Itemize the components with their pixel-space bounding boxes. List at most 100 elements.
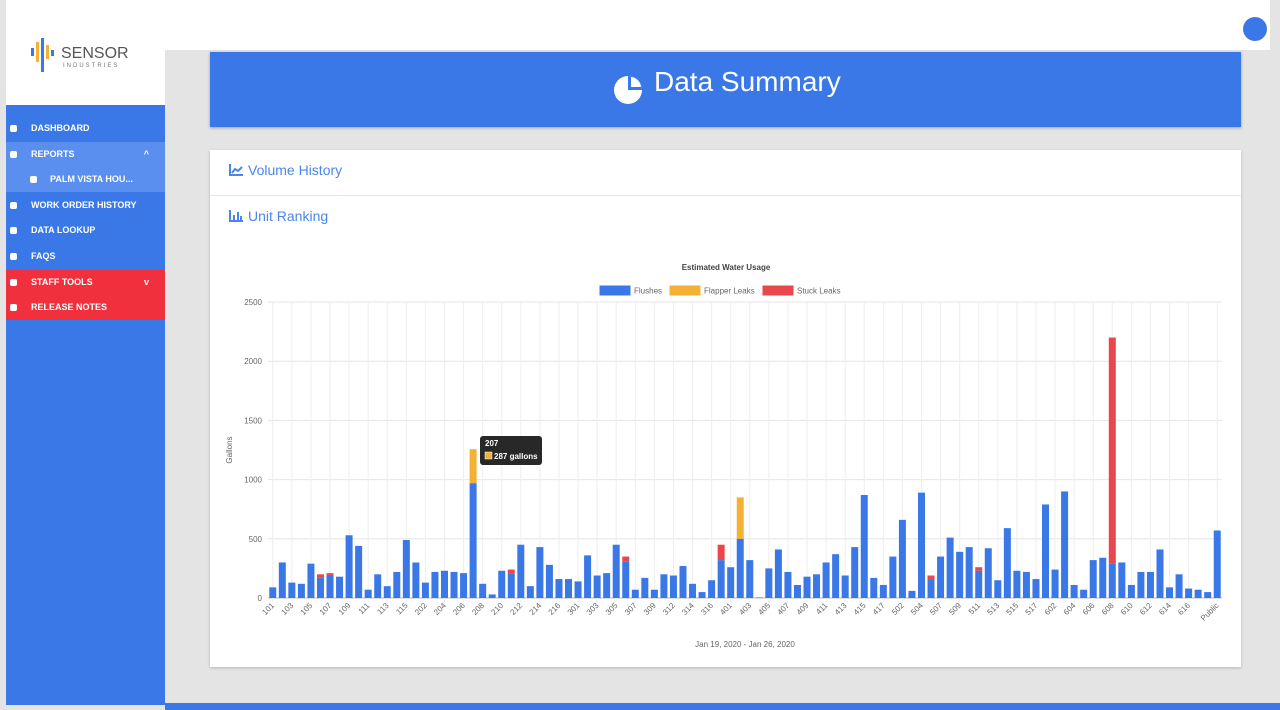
bar-segment [956,551,964,598]
bar-segment [545,564,553,598]
tooltip-swatch [484,451,493,460]
x-tick-label: 409 [795,601,811,617]
bar-segment [879,584,887,598]
bar-segment [927,575,935,580]
bar-segment [326,575,334,598]
bottom-bar [165,703,1280,710]
bar-segment [316,574,324,578]
bar-segment [1213,530,1221,598]
logo-graphic: SENSOR INDUSTRIES [31,38,129,72]
bar-segment [517,544,525,598]
x-tick-label: 407 [776,601,792,617]
bar-segment [689,583,697,598]
nav-label: STAFF TOOLS [31,277,93,287]
bar-segment [1022,571,1030,598]
bar-segment [641,577,649,598]
x-tick-label: 504 [909,601,925,617]
nav-item[interactable]: REPORTS ^ [6,142,165,167]
nav-item[interactable]: DATA LOOKUP [6,218,165,243]
x-tick-label: 316 [699,601,715,617]
bar-segment [393,571,401,598]
y-tick-label: 0 [258,594,263,603]
x-tick-label: 309 [642,601,658,617]
bar-segment [336,576,344,598]
y-tick-label: 500 [249,535,263,544]
tooltip-box [480,436,542,465]
bar-segment [297,583,305,598]
bar-segment [536,547,544,598]
x-tick-label: 303 [585,601,601,617]
bar-segment [1051,569,1059,598]
bar-segment [345,535,353,598]
sidebar: SENSOR INDUSTRIES DASHBOARD REPORTS ^ PAL… [6,0,165,705]
bar-segment [507,569,515,574]
bar-segment [927,579,935,598]
bar-segment [755,597,763,598]
x-tick-label: 115 [394,601,410,617]
x-tick-label: 502 [890,601,906,617]
x-axis-label: Jan 19, 2020 - Jan 26, 2020 [695,640,795,649]
bar-segment [1003,528,1011,598]
section-title[interactable]: Volume History [248,162,343,178]
nav-item[interactable]: PALM VISTA HOU... [6,167,165,192]
x-tick-label: 214 [527,601,543,617]
x-tick-label: 405 [756,601,772,617]
user-avatar[interactable] [1243,17,1267,41]
bar-segment [593,575,601,598]
legend-swatch [669,285,701,296]
bar-segment [460,573,468,598]
legend-label: Stuck Leaks [797,287,841,296]
x-tick-label: 612 [1138,601,1154,617]
chart-icon [229,210,243,222]
x-tick-label: 314 [680,601,696,617]
nav-label: WORK ORDER HISTORY [31,200,137,210]
bar-segment [526,586,534,598]
chart-icon [229,164,243,176]
nav-item[interactable]: STAFF TOOLS v [6,270,165,295]
bar-segment [727,567,735,598]
section-title[interactable]: Unit Ranking [248,208,329,224]
legend-label: Flushes [634,287,662,296]
bar-segment [355,545,363,598]
bar-segment [469,449,477,484]
x-tick-label: 208 [470,601,486,617]
logo-name: SENSOR [61,45,129,62]
bar-segment [1175,574,1183,598]
y-axis-label: Gallons [225,436,234,463]
bar-segment [288,582,296,598]
bar-segment [793,584,801,598]
legend-swatch [599,285,631,296]
pie-icon [614,76,642,104]
nav-item[interactable]: DASHBOARD [6,116,165,141]
bar-segment [603,573,611,598]
nav-label: RELEASE NOTES [31,302,108,312]
bar-segment [1156,549,1164,598]
x-tick-label: 511 [967,601,983,617]
bar-segment [1099,557,1107,598]
bar-segment [698,592,706,598]
x-tick-label: 513 [985,601,1001,617]
bar-segment [1032,579,1040,598]
bar-segment [803,576,811,598]
nav-item[interactable]: WORK ORDER HISTORY [6,193,165,218]
x-tick-label: 401 [718,601,734,617]
x-tick-label: 312 [661,601,677,617]
nav-label: PALM VISTA HOU... [50,174,133,184]
x-tick-label: 403 [737,601,753,617]
bar-segment [717,560,725,598]
bar-segment [402,539,410,598]
nav-item[interactable]: RELEASE NOTES [6,295,165,320]
bar-segment [1204,592,1212,598]
logo: SENSOR INDUSTRIES [6,0,165,105]
bar-segment [736,497,744,539]
bar-segment [622,561,630,598]
bar-segment [975,567,983,571]
bar-segment [984,548,992,598]
x-tick-label: 610 [1119,601,1135,617]
x-tick-label: 105 [299,601,315,617]
tooltip: 207 287 gallons [480,436,542,465]
bar-segment [975,570,983,598]
bar-segment [421,582,429,598]
nav-item[interactable]: FAQS [6,244,165,269]
bar-segment [774,549,782,598]
